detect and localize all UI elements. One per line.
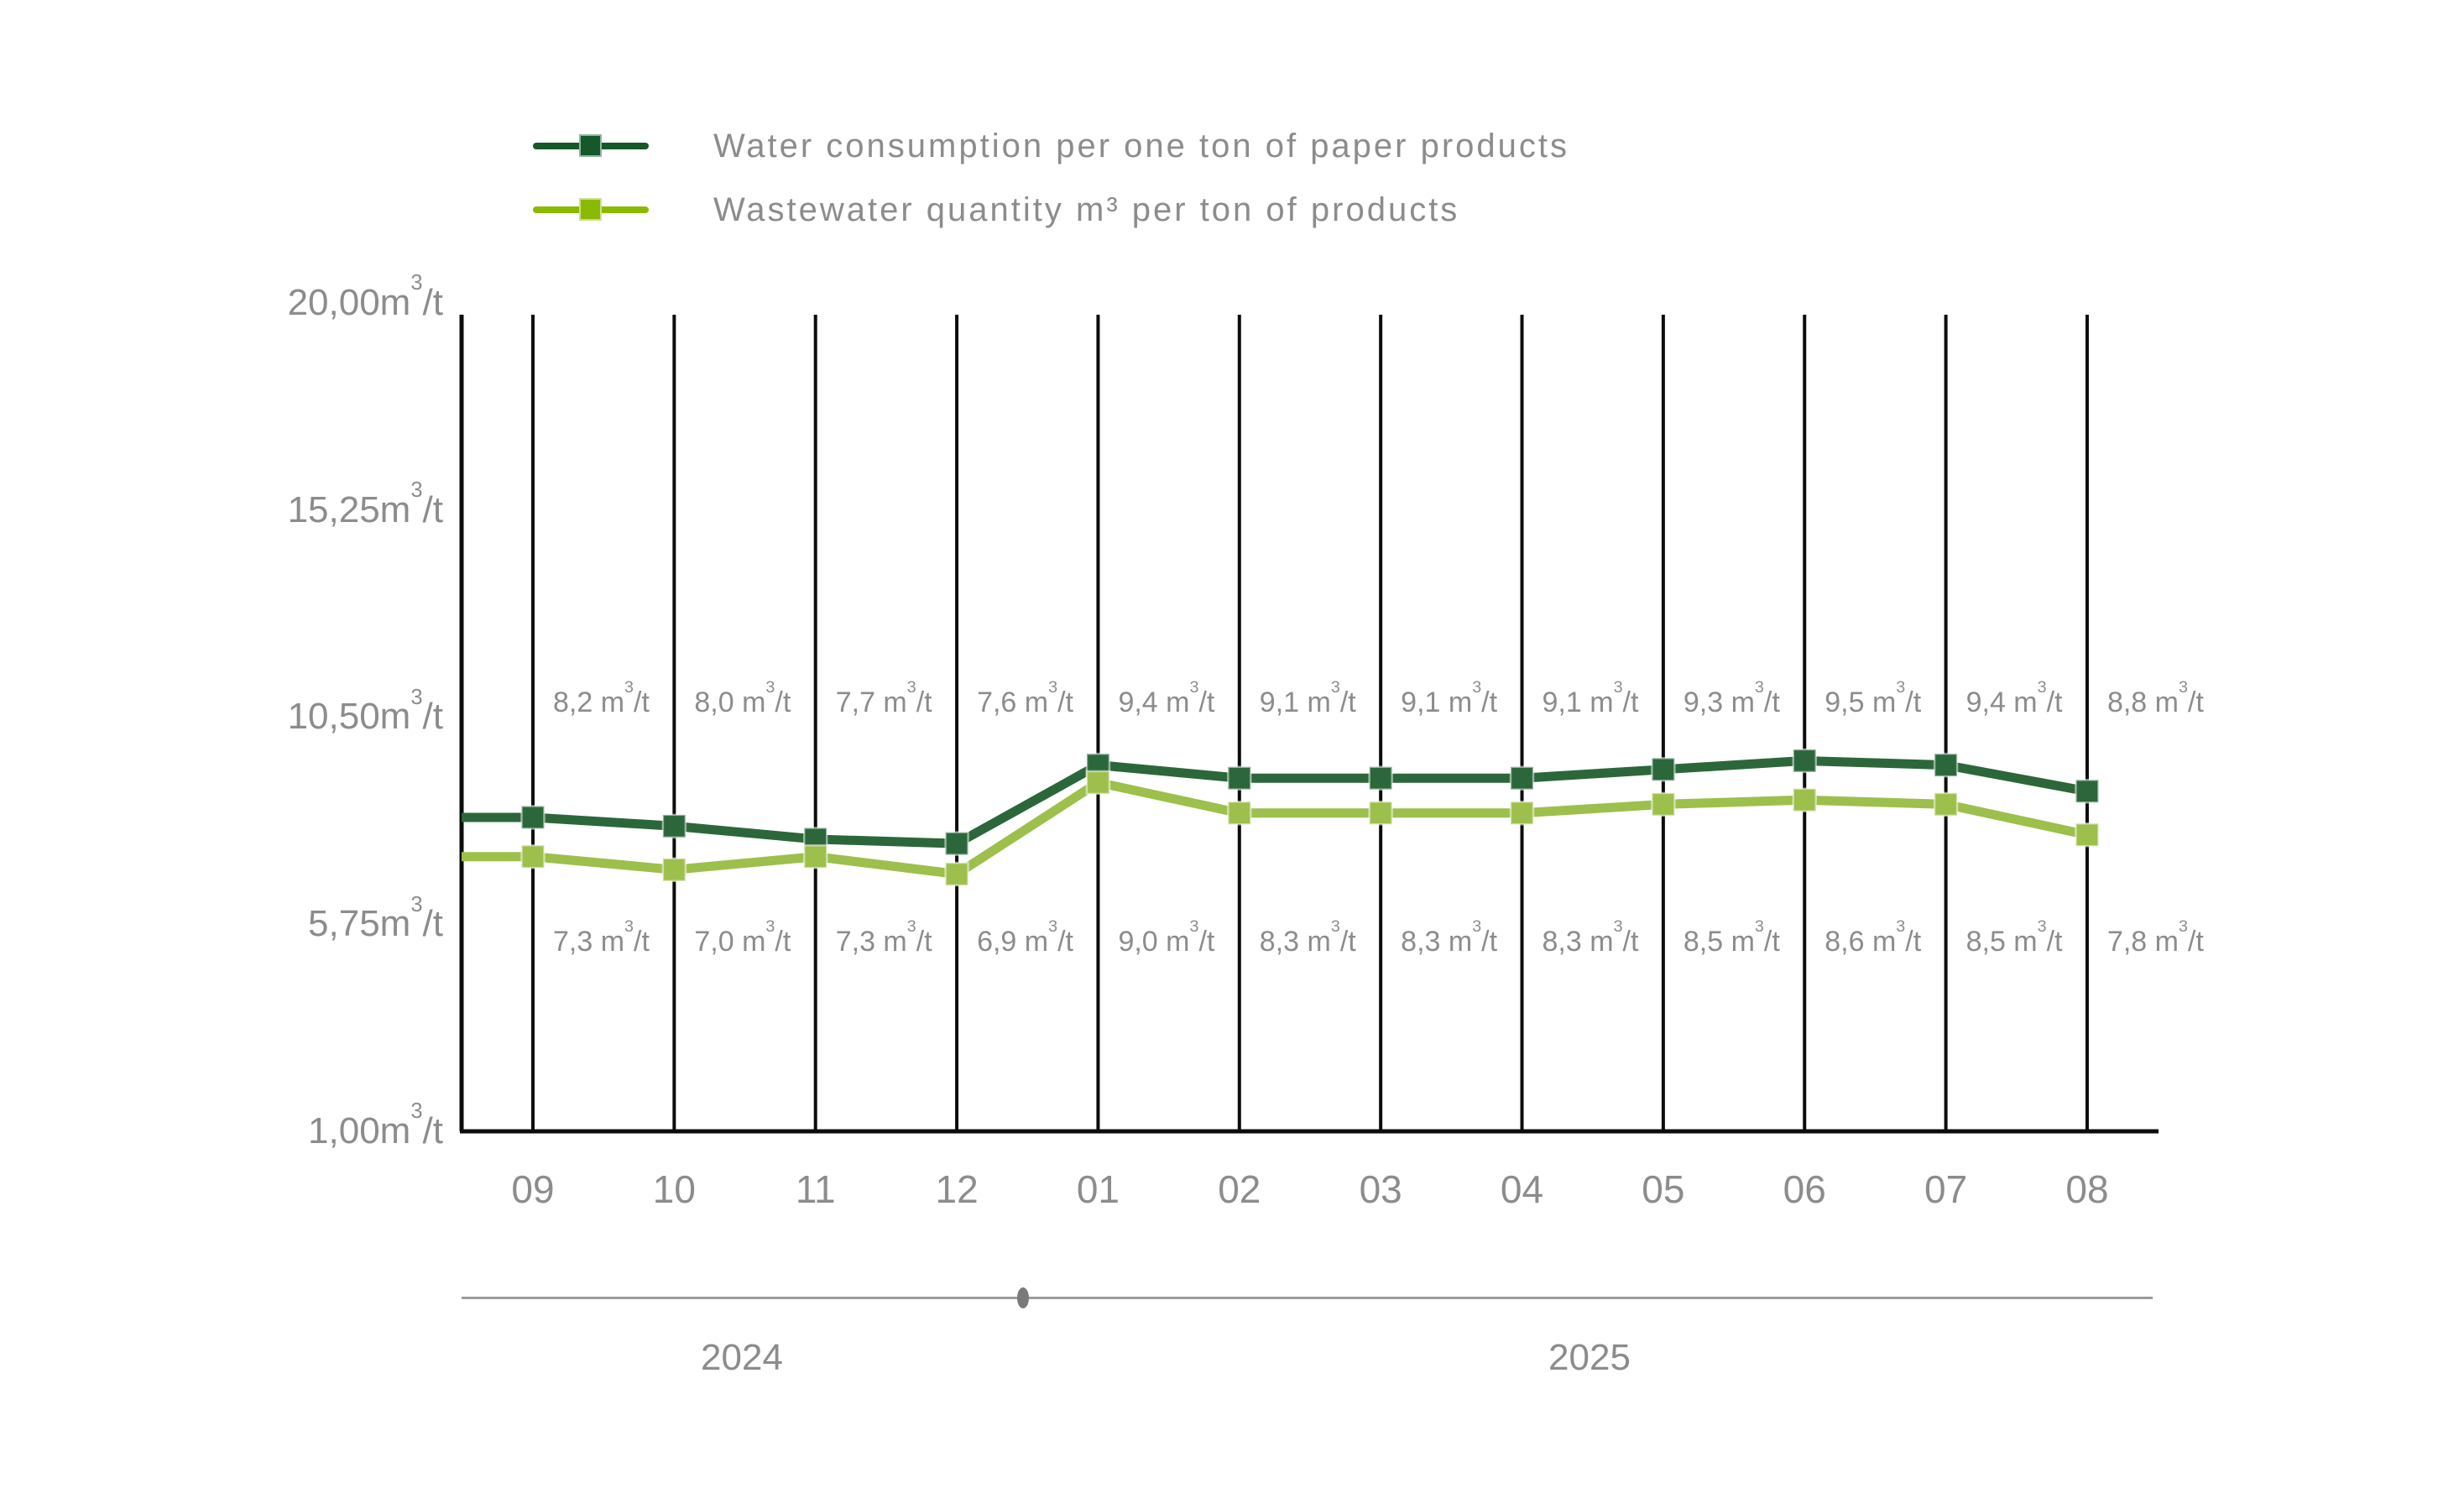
wastewater-value-label-08: 7,8 m3/t	[2106, 916, 2204, 958]
data-point-marker-water-04	[1509, 765, 1535, 791]
data-point-marker-water-02	[1227, 765, 1252, 791]
y-axis-tick-label-1,00: 1,00m3/t	[308, 1099, 443, 1151]
wastewater-value-label-12: 6,9 m3/t	[977, 916, 1073, 958]
y-axis-tick-label-10,50: 10,50m3/t	[287, 685, 443, 738]
month-label-01: 01	[1076, 1167, 1120, 1211]
month-label-03: 03	[1359, 1167, 1402, 1211]
month-label-06: 06	[1783, 1167, 1826, 1211]
year-label-2024: 2024	[701, 1337, 783, 1378]
y-axis-tick-label-15,25: 15,25m3/t	[287, 478, 443, 530]
timeline-line	[462, 1297, 2153, 1299]
water-value-label-08: 8,8 m3/t	[2106, 677, 2204, 718]
water-value-label-04: 9,1 m3/t	[1542, 677, 1639, 718]
water-value-label-12: 7,6 m3/t	[977, 677, 1073, 718]
data-point-marker-wastewater-09	[520, 843, 546, 869]
data-point-marker-wastewater-02	[1227, 801, 1252, 826]
data-point-marker-wastewater-05	[1651, 791, 1676, 817]
wastewater-value-label-03: 8,3 m3/t	[1401, 916, 1498, 958]
water-value-label-01: 9,4 m3/t	[1118, 677, 1215, 718]
water-value-label-06: 9,5 m3/t	[1825, 677, 1922, 718]
y-axis-tick-label-20,00: 20,00m3/t	[287, 271, 443, 323]
wastewater-value-label-02: 8,3 m3/t	[1259, 916, 1356, 958]
y-axis-tick-label-5,75: 5,75m3/t	[308, 892, 443, 945]
wastewater-value-label-11: 7,3 m3/t	[835, 916, 932, 958]
data-point-marker-water-07	[1933, 752, 1959, 778]
legend-square-marker-icon	[579, 134, 602, 157]
wastewater-value-label-09: 7,3 m3/t	[553, 916, 650, 958]
data-point-marker-wastewater-03	[1368, 801, 1393, 826]
wastewater-value-label-04: 8,3 m3/t	[1542, 916, 1639, 958]
month-label-10: 10	[652, 1167, 696, 1211]
water-consumption-series-swatch	[533, 134, 649, 158]
legend-label-water-consumption: Water consumption per one ton of paper p…	[713, 128, 1570, 164]
month-label-09: 09	[511, 1167, 555, 1211]
wastewater-series-swatch	[533, 198, 649, 222]
data-point-marker-water-03	[1368, 765, 1393, 791]
data-point-marker-water-05	[1651, 757, 1676, 782]
wastewater-value-label-01: 9,0 m3/t	[1118, 916, 1215, 958]
legend-square-marker-icon	[579, 198, 602, 221]
data-point-marker-wastewater-08	[2075, 822, 2100, 848]
data-point-marker-water-09	[520, 805, 546, 830]
data-point-marker-wastewater-11	[802, 843, 828, 869]
month-label-04: 04	[1500, 1167, 1544, 1211]
month-label-08: 08	[2065, 1167, 2109, 1211]
timeline-divider-dot-icon	[1017, 1287, 1029, 1308]
year-label-2025: 2025	[1548, 1337, 1631, 1378]
data-point-marker-wastewater-12	[944, 861, 969, 887]
data-point-marker-water-10	[661, 813, 687, 839]
month-label-11: 11	[795, 1167, 836, 1211]
water-value-label-09: 8,2 m3/t	[553, 677, 650, 718]
data-point-marker-wastewater-01	[1085, 770, 1111, 796]
water-value-label-05: 9,3 m3/t	[1683, 677, 1780, 718]
wastewater-value-label-07: 8,5 m3/t	[1965, 916, 2063, 958]
data-point-marker-water-08	[2075, 779, 2100, 804]
month-label-05: 05	[1642, 1167, 1685, 1211]
month-label-07: 07	[1924, 1167, 1968, 1211]
water-value-label-07: 9,4 m3/t	[1965, 677, 2063, 718]
water-value-label-03: 9,1 m3/t	[1401, 677, 1498, 718]
wastewater-value-label-10: 7,0 m3/t	[694, 916, 791, 958]
data-point-marker-wastewater-06	[1792, 787, 1817, 812]
water-value-label-10: 8,0 m3/t	[694, 677, 791, 718]
data-point-marker-wastewater-10	[661, 857, 687, 883]
water-value-label-11: 7,7 m3/t	[835, 677, 932, 718]
data-point-marker-wastewater-04	[1509, 801, 1535, 826]
month-label-12: 12	[935, 1167, 979, 1211]
legend-label-wastewater: Wastewater quantity m³ per ton of produc…	[713, 191, 1460, 228]
data-point-marker-wastewater-07	[1933, 791, 1959, 817]
wastewater-value-label-06: 8,6 m3/t	[1825, 916, 1922, 958]
month-label-02: 02	[1218, 1167, 1261, 1211]
wastewater-value-label-05: 8,5 m3/t	[1683, 916, 1780, 958]
data-point-marker-water-12	[944, 831, 969, 856]
water-value-label-02: 9,1 m3/t	[1259, 677, 1356, 718]
data-point-marker-water-06	[1792, 748, 1817, 774]
